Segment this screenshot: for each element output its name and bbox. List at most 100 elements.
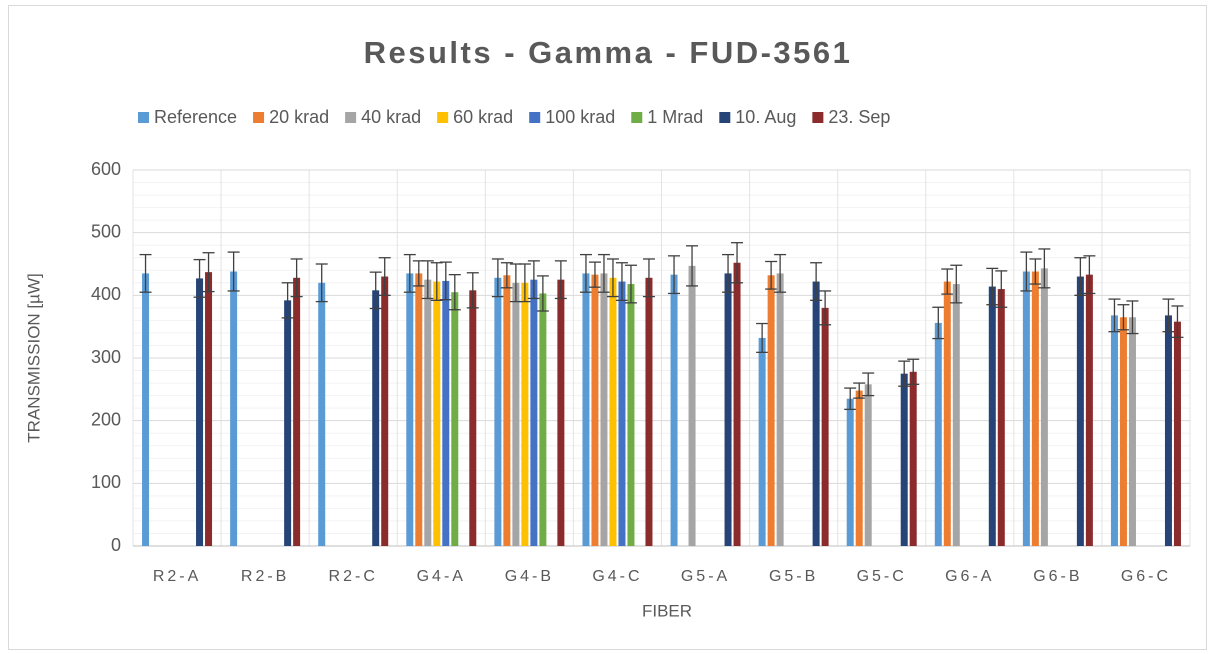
error-bar xyxy=(1126,300,1139,335)
bar xyxy=(688,265,696,546)
error-bar xyxy=(403,253,416,293)
bar xyxy=(230,271,238,546)
bar xyxy=(733,262,741,546)
error-bar xyxy=(527,260,540,300)
error-bar xyxy=(642,258,655,298)
error-bar xyxy=(819,290,832,326)
error-bar xyxy=(986,267,999,306)
bar xyxy=(284,300,292,546)
error-bar xyxy=(139,253,152,293)
error-bar xyxy=(1108,298,1121,333)
error-bar xyxy=(950,264,963,304)
error-bar xyxy=(369,271,382,310)
bar xyxy=(609,277,617,546)
y-tick-label: 0 xyxy=(111,535,121,555)
error-bar xyxy=(686,245,699,287)
error-bar xyxy=(579,253,592,293)
y-tick-label: 400 xyxy=(91,284,121,304)
error-bar xyxy=(378,257,391,296)
legend-label: 20 krad xyxy=(269,107,329,127)
legend-swatch xyxy=(345,112,357,123)
x-tick-label: R2-C xyxy=(329,568,378,585)
bar xyxy=(1119,317,1127,546)
legend-label: Reference xyxy=(154,107,237,127)
bar xyxy=(293,277,301,546)
error-bar xyxy=(281,282,294,319)
x-tick-label: R2-A xyxy=(153,568,201,585)
bar xyxy=(539,293,547,546)
y-tick-label: 200 xyxy=(91,409,121,429)
bar xyxy=(600,273,608,546)
legend-swatch xyxy=(253,112,265,123)
error-bar xyxy=(290,258,303,298)
bar xyxy=(424,279,432,546)
bar xyxy=(618,281,626,546)
error-bar xyxy=(1171,305,1184,338)
y-tick-label: 100 xyxy=(91,472,121,492)
bar xyxy=(758,337,766,546)
legend-label: 100 krad xyxy=(545,107,615,127)
error-bar xyxy=(731,242,744,284)
bar xyxy=(988,286,996,546)
bar xyxy=(1110,315,1118,546)
error-bar xyxy=(606,258,619,298)
y-tick-label: 600 xyxy=(91,159,121,179)
bar xyxy=(864,384,872,546)
bar xyxy=(521,282,529,546)
x-tick-label: G5-C xyxy=(857,568,907,585)
error-bar xyxy=(862,372,875,397)
legend-label: 10. Aug xyxy=(735,107,796,127)
bar xyxy=(451,292,459,546)
bar xyxy=(855,390,863,546)
error-bar xyxy=(722,253,735,293)
legend-swatch xyxy=(719,112,731,123)
bar xyxy=(196,278,204,546)
bar xyxy=(1040,268,1048,546)
bar xyxy=(1128,317,1136,546)
error-bar xyxy=(1020,251,1033,292)
error-bar xyxy=(898,360,911,387)
bar xyxy=(1076,276,1084,546)
error-bar xyxy=(518,263,531,303)
bar xyxy=(846,398,854,546)
error-bar xyxy=(907,358,920,385)
y-tick-label: 500 xyxy=(91,221,121,241)
error-bar xyxy=(853,382,866,399)
error-bar xyxy=(439,261,452,301)
bar xyxy=(1022,271,1030,546)
bar xyxy=(821,307,829,546)
legend-swatch xyxy=(529,112,541,123)
error-bar xyxy=(995,270,1008,308)
bar xyxy=(1031,271,1039,546)
error-bar xyxy=(597,253,610,293)
error-bar xyxy=(1083,255,1096,295)
bar xyxy=(415,273,423,546)
error-bar xyxy=(536,275,549,312)
error-bar xyxy=(227,251,240,292)
error-bar xyxy=(1117,304,1130,331)
bar xyxy=(142,273,150,546)
legend-label: 60 krad xyxy=(453,107,513,127)
x-tick-label: G6-A xyxy=(945,568,994,585)
chart-title: Results - Gamma - FUD-3561 xyxy=(364,35,853,70)
error-bar xyxy=(202,252,215,293)
error-bar xyxy=(491,258,504,298)
error-bar xyxy=(624,264,637,304)
bar xyxy=(724,273,732,546)
error-bar xyxy=(421,260,434,300)
bar xyxy=(900,373,908,546)
legend-swatch xyxy=(437,112,449,123)
bar xyxy=(645,277,653,546)
x-tick-label: G5-A xyxy=(681,568,730,585)
error-bar xyxy=(615,262,628,301)
error-bar xyxy=(756,322,769,354)
x-tick-label: G4-B xyxy=(505,568,554,585)
bar xyxy=(670,274,678,546)
error-bar xyxy=(193,258,206,298)
bar xyxy=(530,279,538,546)
legend-swatch xyxy=(138,112,149,123)
bar xyxy=(627,284,635,546)
error-bar xyxy=(1162,298,1175,333)
bar xyxy=(442,280,450,546)
